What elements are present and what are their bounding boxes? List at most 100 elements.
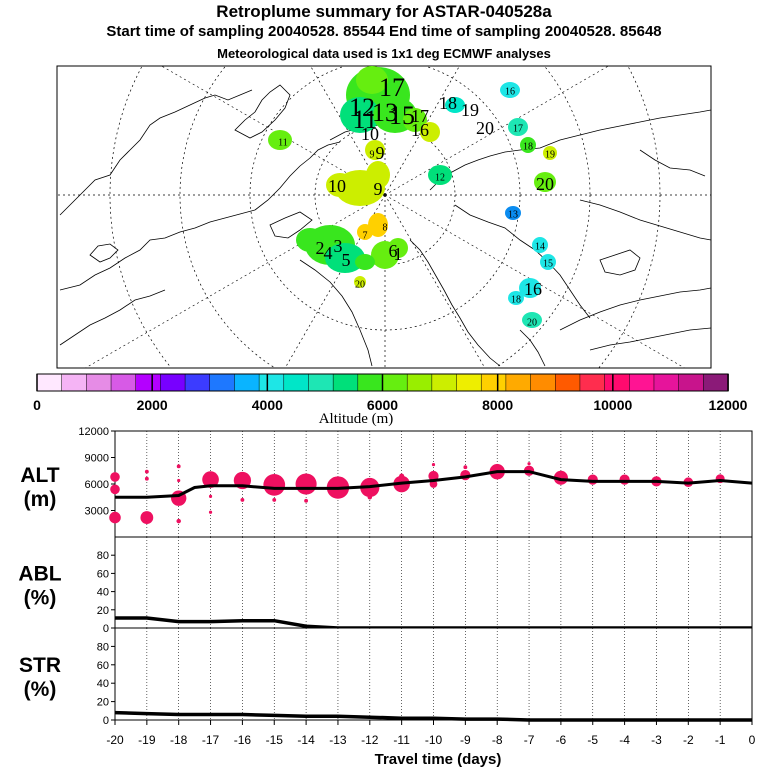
x-axis: -20 -19 -18 -17 -16 -15 -14 -13 -12 -11 -10 -9 -8 -7-… <box>106 720 756 747</box>
coastline <box>559 287 711 331</box>
altitude-point <box>587 474 598 485</box>
altitude-colorbar <box>36 373 729 392</box>
colorbar-ticks: 0 2000 4000 6000 8000 10000 12000 <box>33 374 748 413</box>
coastline <box>579 199 711 241</box>
x-tick-label: -13 <box>329 733 347 747</box>
x-tick-label: -2 <box>683 733 694 747</box>
plume-cluster <box>354 276 366 288</box>
coastline <box>559 109 711 141</box>
plume-cluster <box>357 224 373 240</box>
plume-day-label: 6 <box>389 241 398 261</box>
plume-cluster <box>388 238 408 258</box>
chart-title: Retroplume summary for ASTAR-040528a <box>216 2 552 21</box>
x-tick-label: -17 <box>202 733 220 747</box>
plume-cluster <box>543 146 557 160</box>
altitude-point <box>463 465 468 470</box>
plume-cluster <box>508 291 524 305</box>
plume-day-label: 5 <box>342 250 351 270</box>
altitude-point <box>399 473 405 479</box>
coastline <box>269 211 313 239</box>
colorbar-tick-label: 2000 <box>137 397 168 413</box>
panel-alt: 12000 9000 6000 3000 ALT(m) <box>20 426 753 538</box>
plume-day-label: 16 <box>411 120 429 140</box>
colorbar-swatch <box>209 373 236 392</box>
altitude-point <box>431 462 436 467</box>
plume-day-label: 3 <box>334 236 343 256</box>
colorbar-swatch <box>579 373 606 392</box>
x-tick-label: -10 <box>425 733 443 747</box>
plume-cluster <box>368 213 388 237</box>
y-tick-label: 80 <box>97 641 109 653</box>
colorbar-swatch <box>357 373 384 392</box>
y-tick-label: 60 <box>97 568 109 580</box>
coastline <box>409 239 501 367</box>
colorbar-tick-label: 4000 <box>252 397 283 413</box>
map-graticule <box>57 66 711 368</box>
y-tick-label: 3000 <box>85 506 109 518</box>
plume-day-label: 14 <box>535 241 545 252</box>
y-tick-label: 0 <box>103 623 109 635</box>
coastline <box>589 327 711 351</box>
plume-cluster <box>534 172 556 192</box>
altitude-point <box>495 463 499 468</box>
plume-day-label: 12 <box>349 93 375 122</box>
plot-panels: 12000900060003000ALT(m)806040200ABL(%)80… <box>18 426 753 727</box>
plume-day-label: 20 <box>527 317 537 328</box>
plume-cluster <box>340 97 380 133</box>
panel-str: 80 60 40 20 0 STR(%) <box>19 627 753 727</box>
colorbar-tick-label: 12000 <box>709 397 748 413</box>
y-tick-label: 60 <box>97 660 109 672</box>
x-tick-label: -14 <box>297 733 315 747</box>
altitude-point <box>177 478 181 483</box>
coastline <box>89 243 119 263</box>
altitude-point <box>208 510 213 514</box>
plume-cluster <box>403 108 427 132</box>
plume-day-label: 13 <box>372 98 398 127</box>
altitude-point <box>110 472 120 482</box>
meridian-line <box>384 66 610 196</box>
panel-label: ALT <box>20 464 59 487</box>
coastline <box>519 329 546 367</box>
meridian-line <box>384 194 686 368</box>
altitude-point <box>208 494 213 498</box>
colorbar-swatch <box>505 373 532 392</box>
plume-day-label: 18 <box>511 294 521 305</box>
x-tick-label: -1 <box>715 733 726 747</box>
plume-day-label: 2 <box>316 238 325 258</box>
altitude-mean-line <box>115 470 753 499</box>
x-tick-label: 0 <box>749 733 756 747</box>
plume-day-label: 10 <box>361 124 379 144</box>
y-tick-label: 12000 <box>78 426 109 438</box>
colorbar-tick-label: 10000 <box>593 397 632 413</box>
coastline <box>639 149 706 177</box>
met-subtitle: Meteorological data used is 1x1 deg ECMW… <box>217 46 551 61</box>
plume-day-label: 7 <box>363 230 368 241</box>
x-tick-label: -9 <box>460 733 471 747</box>
colorbar-swatch <box>234 373 260 392</box>
altitude-point <box>140 511 154 524</box>
altitude-point <box>144 469 149 474</box>
x-tick-label: -8 <box>492 733 503 747</box>
altitude-point <box>240 497 245 502</box>
x-tick-label: -19 <box>138 733 156 747</box>
plume-day-label: 16 <box>505 86 515 97</box>
plume-cluster <box>326 173 354 197</box>
plume-cluster <box>519 278 541 298</box>
colorbar-swatch <box>406 373 433 392</box>
y-tick-label: 6000 <box>85 479 109 491</box>
plume-cluster <box>500 82 520 98</box>
altitude-point <box>619 474 630 485</box>
y-tick-label: 9000 <box>85 453 109 465</box>
plume-cluster <box>296 228 324 252</box>
x-tick-label: -5 <box>587 733 598 747</box>
coastline <box>599 249 641 276</box>
x-tick-label: -20 <box>106 733 124 747</box>
sampling-subtitle: Start time of sampling 20040528. 85544 E… <box>106 23 662 40</box>
plume-cluster <box>520 137 536 153</box>
altitude-point <box>176 518 181 524</box>
panel-unit: (m) <box>24 488 57 511</box>
colorbar-swatch <box>604 373 631 392</box>
plume-day-label: 20 <box>536 174 554 194</box>
x-tick-label: -3 <box>651 733 662 747</box>
plume-cluster <box>366 161 390 189</box>
